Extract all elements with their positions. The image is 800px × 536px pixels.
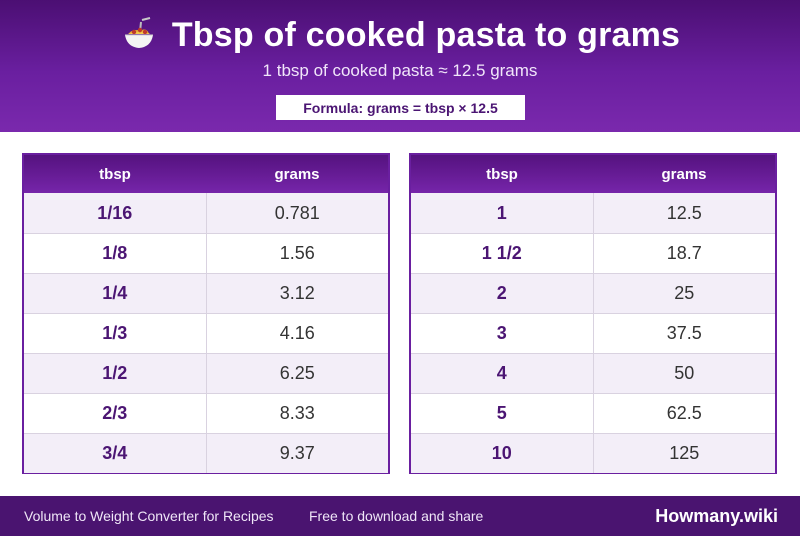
footer-tagline: Volume to Weight Converter for Recipes bbox=[24, 508, 274, 524]
table-header: tbsp grams bbox=[411, 155, 775, 193]
tbsp-cell: 1/3 bbox=[24, 314, 207, 353]
pasta-bowl-icon bbox=[120, 16, 158, 54]
grams-cell: 37.5 bbox=[666, 323, 702, 343]
table-row: 2/3 8.33 bbox=[24, 393, 388, 433]
table-row: 3 37.5 bbox=[411, 313, 775, 353]
table-row: 1/2 6.25 bbox=[24, 353, 388, 393]
tbsp-cell: 10 bbox=[411, 434, 594, 473]
table-row: 1/4 3.12 bbox=[24, 273, 388, 313]
table-row: 1/3 4.16 bbox=[24, 313, 388, 353]
grams-cell: 62.5 bbox=[666, 403, 702, 423]
tbsp-cell: 3 bbox=[411, 314, 594, 353]
table-row: 1 12.5 bbox=[411, 193, 775, 233]
column-header-grams: grams bbox=[661, 165, 707, 183]
tbsp-cell: 5 bbox=[411, 394, 594, 433]
grams-cell: 1.56 bbox=[279, 243, 315, 263]
brand-logo-text[interactable]: Howmany.wiki bbox=[655, 505, 778, 526]
grams-cell: 3.12 bbox=[279, 283, 315, 303]
table-row: 2 25 bbox=[411, 273, 775, 313]
conversion-table-left: tbsp grams 1/16 0.781 1/8 1.56 1/4 3.12 1/3… bbox=[22, 153, 390, 474]
grams-cell: 125 bbox=[669, 443, 700, 463]
column-header-tbsp: tbsp bbox=[486, 165, 518, 183]
grams-cell: 25 bbox=[674, 283, 695, 303]
grams-cell: 4.16 bbox=[279, 323, 315, 343]
tbsp-cell: 4 bbox=[411, 354, 594, 393]
subtitle: 1 tbsp of cooked pasta ≈ 12.5 grams bbox=[262, 61, 538, 80]
grams-cell: 8.33 bbox=[279, 403, 315, 423]
column-header-tbsp: tbsp bbox=[99, 165, 131, 183]
table-row: 4 50 bbox=[411, 353, 775, 393]
footer-share-note: Free to download and share bbox=[309, 508, 484, 524]
tbsp-cell: 1 1/2 bbox=[411, 234, 594, 273]
formula-badge: Formula: grams = tbsp × 12.5 bbox=[276, 95, 525, 120]
column-header-grams: grams bbox=[274, 165, 320, 183]
table-row: 10 125 bbox=[411, 433, 775, 473]
grams-cell: 18.7 bbox=[666, 243, 702, 263]
grams-cell: 12.5 bbox=[666, 202, 702, 223]
title-row: Tbsp of cooked pasta to grams bbox=[0, 14, 800, 56]
tbsp-cell: 1/2 bbox=[24, 354, 207, 393]
header-banner: Tbsp of cooked pasta to grams 1 tbsp of … bbox=[0, 0, 800, 132]
grams-cell: 6.25 bbox=[279, 363, 315, 383]
tbsp-cell: 1/16 bbox=[24, 193, 207, 233]
table-row: 1 1/2 18.7 bbox=[411, 233, 775, 273]
grams-cell: 50 bbox=[674, 363, 695, 383]
page-title: Tbsp of cooked pasta to grams bbox=[171, 15, 681, 54]
table-header: tbsp grams bbox=[24, 155, 388, 193]
table-row: 5 62.5 bbox=[411, 393, 775, 433]
footer-bar: Volume to Weight Converter for Recipes F… bbox=[0, 496, 800, 536]
table-row: 1/8 1.56 bbox=[24, 233, 388, 273]
table-row: 3/4 9.37 bbox=[24, 433, 388, 473]
grams-cell: 0.781 bbox=[274, 202, 320, 223]
grams-cell: 9.37 bbox=[279, 443, 315, 463]
tbsp-cell: 2/3 bbox=[24, 394, 207, 433]
tbsp-cell: 1/4 bbox=[24, 274, 207, 313]
tbsp-cell: 2 bbox=[411, 274, 594, 313]
tbsp-cell: 1 bbox=[411, 193, 594, 233]
table-row: 1/16 0.781 bbox=[24, 193, 388, 233]
tbsp-cell: 1/8 bbox=[24, 234, 207, 273]
tbsp-cell: 3/4 bbox=[24, 434, 207, 473]
conversion-table-right: tbsp grams 1 12.5 1 1/2 18.7 2 25 3 37.5 4 50… bbox=[409, 153, 777, 474]
